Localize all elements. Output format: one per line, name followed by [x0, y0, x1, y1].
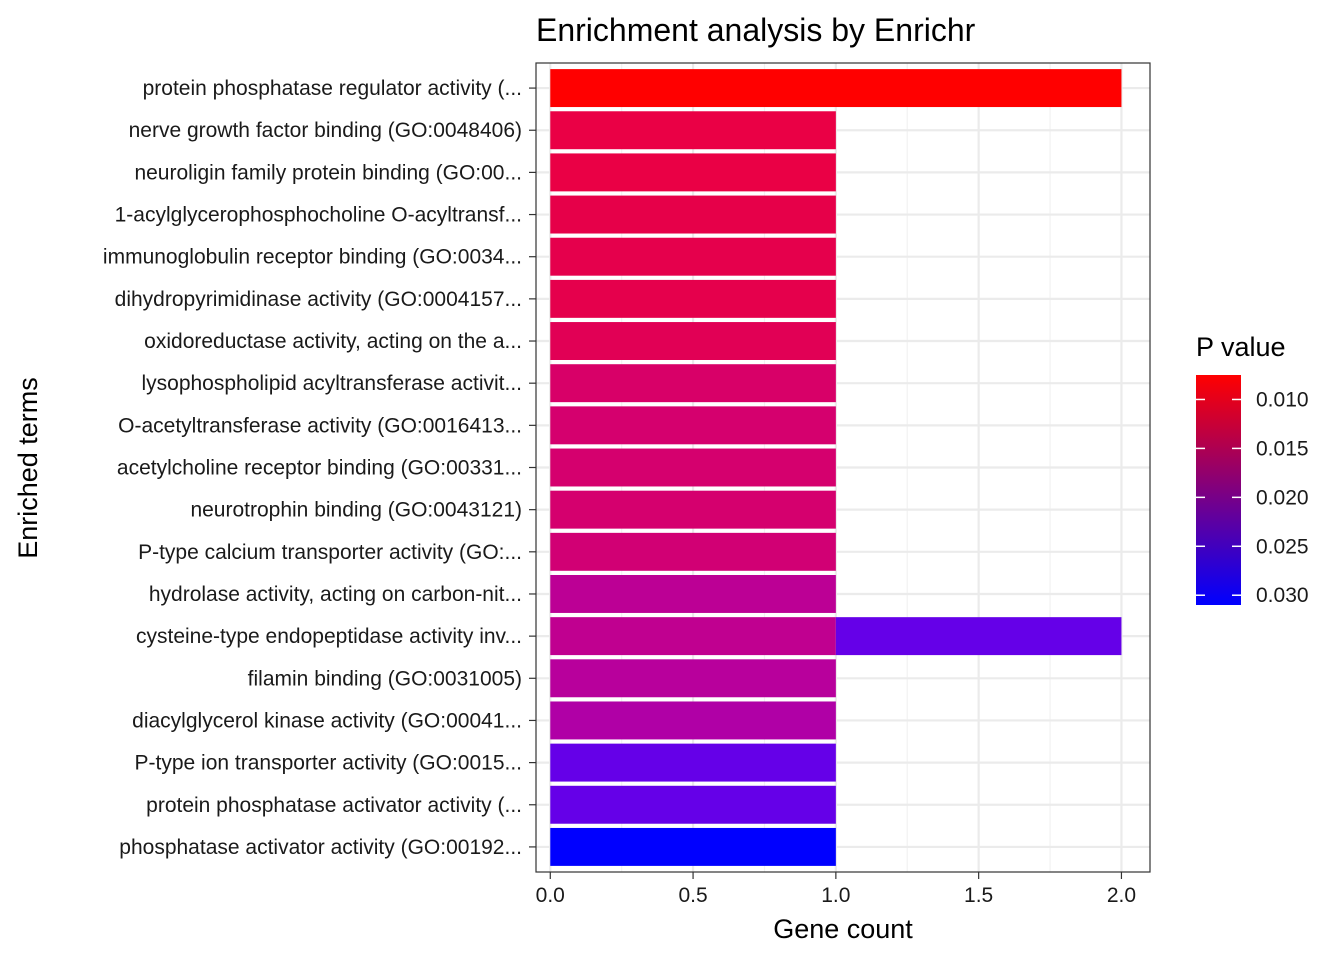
y-tick-label: P-type calcium transporter activity (GO:… [138, 541, 522, 564]
bars [550, 69, 1122, 866]
x-axis: 0.0 0.5 1.0 1.5 2.0 [536, 872, 1136, 907]
bar [550, 617, 836, 656]
bar [835, 617, 1122, 656]
y-tick-label: neuroligin family protein binding (GO:00… [134, 161, 522, 184]
bar [550, 406, 836, 445]
y-tick-label: neurotrophin binding (GO:0043121) [190, 499, 522, 522]
y-tick-label: cysteine-type endopeptidase activity inv… [136, 625, 522, 648]
x-tick-label: 1.5 [964, 884, 993, 907]
x-tick-label: 2.0 [1107, 884, 1136, 907]
bar [550, 743, 836, 782]
y-tick-label: hydrolase activity, acting on carbon-nit… [149, 583, 522, 606]
y-tick-label: filamin binding (GO:0031005) [248, 667, 522, 690]
y-tick-label: phosphatase activator activity (GO:00192… [119, 836, 522, 859]
y-tick-label: oxidoreductase activity, acting on the a… [144, 330, 522, 353]
legend-label: 0.015 [1256, 437, 1309, 460]
bar [550, 237, 836, 276]
legend-label: 0.025 [1256, 535, 1309, 558]
y-tick-label: P-type ion transporter activity (GO:0015… [135, 752, 523, 775]
y-tick-label: immunoglobulin receptor binding (GO:0034… [103, 246, 522, 269]
y-tick-label: nerve growth factor binding (GO:0048406) [129, 119, 522, 142]
x-tick-label: 0.5 [678, 884, 707, 907]
y-tick-label: dihydropyrimidinase activity (GO:0004157… [115, 288, 522, 311]
y-tick-label: O-acetyltransferase activity (GO:0016413… [118, 414, 522, 437]
bar [550, 195, 836, 234]
y-axis: protein phosphatase regulator activity (… [103, 77, 536, 859]
y-tick-label: acetylcholine receptor binding (GO:00331… [117, 457, 522, 480]
bar [550, 827, 836, 866]
bar [550, 448, 836, 487]
bar [550, 659, 836, 698]
legend-title: P value [1196, 332, 1286, 362]
y-tick-label: diacylglycerol kinase activity (GO:00041… [132, 709, 522, 732]
y-tick-label: lysophospholipid acyltransferase activit… [141, 372, 522, 395]
bar [550, 701, 836, 740]
chart-title: Enrichment analysis by Enrichr [536, 12, 976, 48]
legend-label: 0.030 [1256, 584, 1309, 607]
bar [550, 490, 836, 529]
bar [550, 364, 836, 403]
bar [550, 322, 836, 360]
bar [550, 532, 836, 571]
y-tick-label: 1-acylglycerophosphocholine O-acyltransf… [115, 204, 522, 227]
x-tick-label: 0.0 [536, 884, 565, 907]
x-axis-title: Gene count [773, 914, 913, 944]
bar [550, 111, 836, 150]
y-axis-title: Enriched terms [13, 377, 43, 559]
x-tick-label: 1.0 [821, 884, 850, 907]
bar [550, 785, 836, 824]
bar [550, 69, 1122, 108]
bar [550, 575, 836, 613]
y-tick-label: protein phosphatase activator activity (… [146, 794, 522, 817]
bar [550, 279, 836, 318]
legend-colorbar [1196, 375, 1241, 605]
legend-label: 0.020 [1256, 486, 1309, 509]
y-tick-label: protein phosphatase regulator activity (… [143, 77, 522, 100]
legend-label: 0.010 [1256, 388, 1309, 411]
bar [550, 153, 836, 192]
legend: P value 0.010 0.015 0.020 0.025 0.030 [1196, 332, 1309, 607]
